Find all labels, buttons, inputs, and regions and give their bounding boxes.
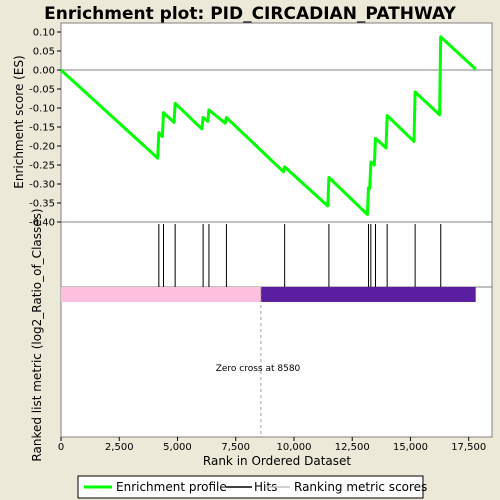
x-axis-label: Rank in Ordered Dataset: [203, 454, 351, 468]
chart-title: Enrichment plot: PID_CIRCADIAN_PATHWAY: [44, 4, 456, 24]
y-tick-label: -0.05: [29, 85, 55, 96]
metric-bar-negative: [260, 287, 476, 302]
es-layer: [59, 35, 492, 216]
y-tick-label: -0.35: [29, 199, 55, 210]
y-axis-label-bottom: Ranked list metric (log2_Ratio_of_Classe…: [30, 208, 44, 461]
x-tick-label: 10,000: [276, 442, 311, 453]
y-tick-label: -0.25: [29, 161, 55, 172]
x-tick-label: 2,500: [105, 442, 134, 453]
y-tick-label: -0.15: [29, 123, 55, 134]
zero-cross-annotation: Zero cross at 8580: [216, 364, 301, 374]
y-tick-label: 0.00: [33, 66, 55, 77]
x-tick-label: 12,500: [335, 442, 370, 453]
x-tick-label: 15,000: [393, 442, 428, 453]
legend-label-profile: Enrichment profile: [116, 480, 227, 494]
metric-layer: [61, 287, 476, 437]
x-tick-label: 0: [58, 442, 64, 453]
y-tick-label: -0.30: [29, 180, 55, 191]
y-tick-label: 0.10: [33, 28, 55, 39]
enrichment-profile-line: [59, 35, 477, 216]
legend-label-metric: Ranking metric scores: [294, 480, 427, 494]
y-axis-ticks: 0.10 0.05 0.00 -0.05 -0.10 -0.15 -0.20 -0.25 -0.…: [29, 28, 61, 229]
x-tick-label: 17,500: [451, 442, 486, 453]
x-axis-ticks: 0 2,500 5,000 7,500 10,000 12,500 15,000 17,500: [58, 437, 486, 453]
y-tick-label: -0.20: [29, 142, 55, 153]
x-tick-label: 5,000: [163, 442, 192, 453]
metric-panel: [60, 286, 493, 438]
es-panel: [60, 22, 493, 223]
hits-layer: [158, 224, 442, 287]
y-axis-label: Enrichment score (ES): [12, 55, 26, 188]
y-tick-label: -0.10: [29, 104, 55, 115]
legend-label-hits: Hits: [254, 480, 277, 494]
x-tick-label: 7,500: [221, 442, 250, 453]
y-tick-label: 0.05: [33, 47, 55, 58]
metric-bar-positive: [61, 287, 261, 302]
y-tick-label: -0.40: [29, 218, 55, 229]
legend: Enrichment profile Hits Ranking metric s…: [77, 475, 427, 499]
hits-panel: [60, 221, 493, 288]
